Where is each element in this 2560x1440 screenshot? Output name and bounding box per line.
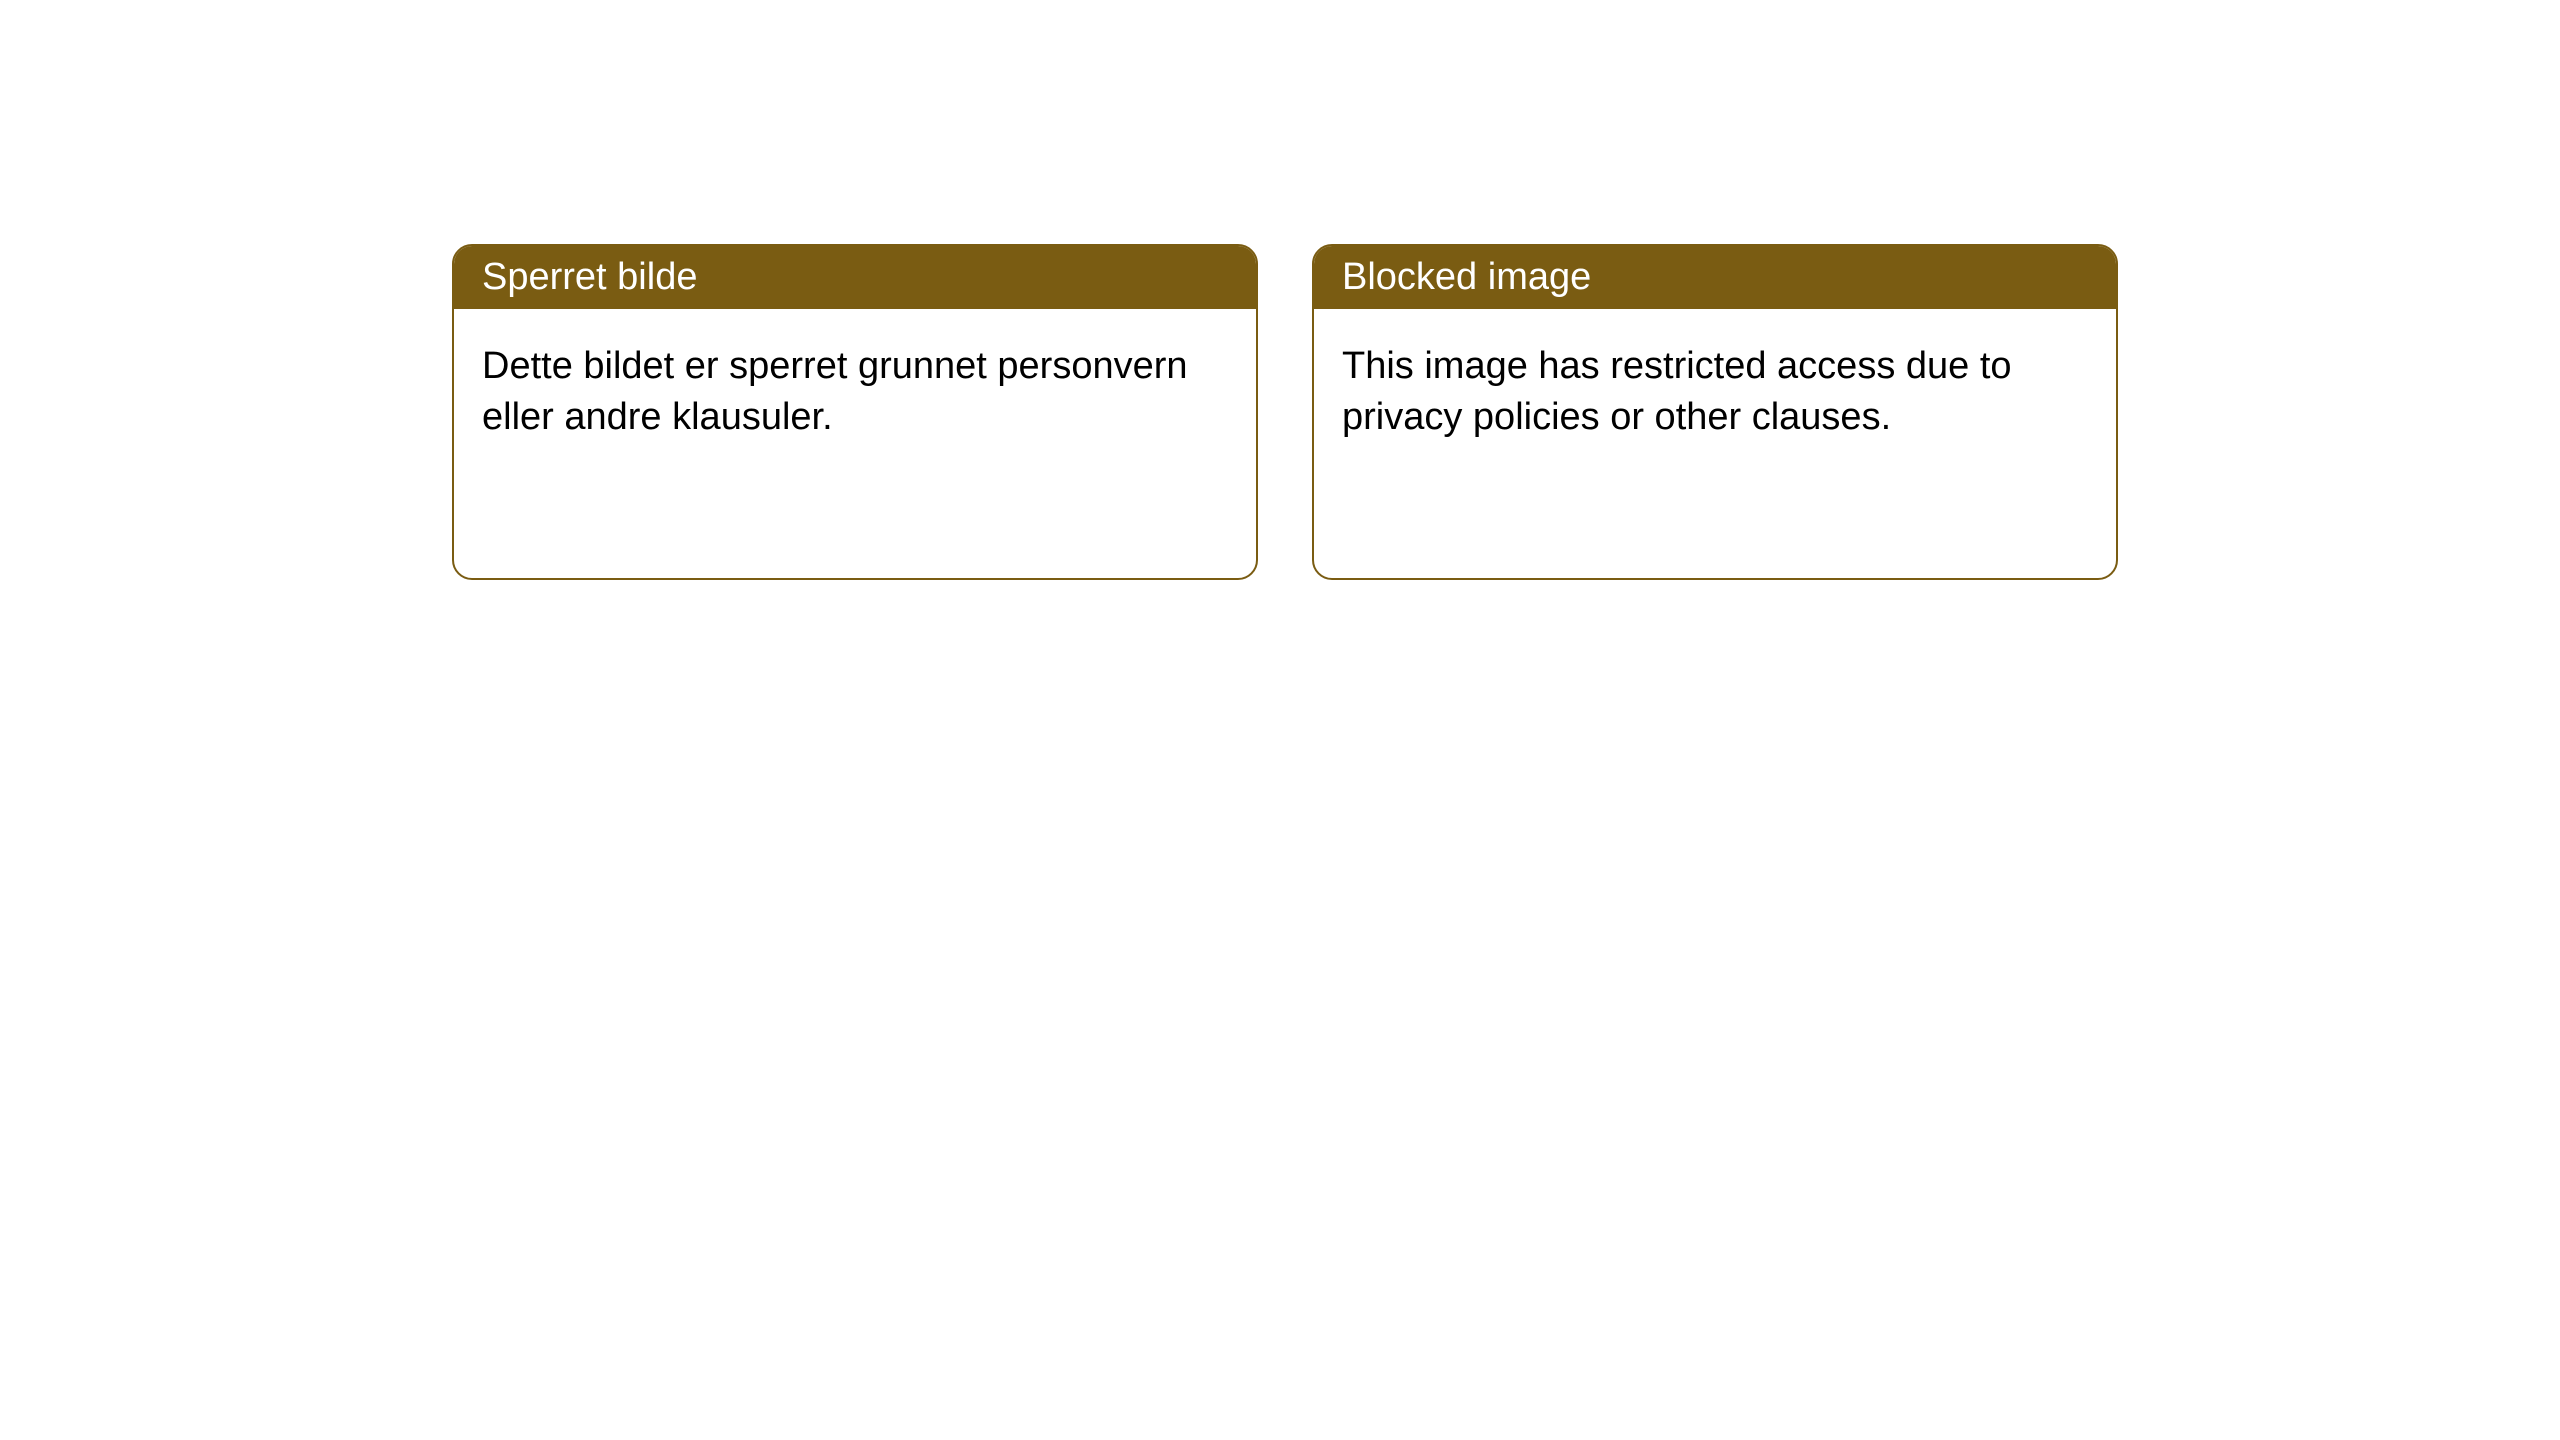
card-message: Dette bildet er sperret grunnet personve… xyxy=(482,345,1188,438)
card-header: Sperret bilde xyxy=(454,246,1256,309)
card-title: Sperret bilde xyxy=(482,256,697,298)
blocked-image-card-en: Blocked image This image has restricted … xyxy=(1312,244,2118,580)
blocked-image-card-no: Sperret bilde Dette bildet er sperret gr… xyxy=(452,244,1258,580)
card-body: Dette bildet er sperret grunnet personve… xyxy=(454,309,1256,476)
card-title: Blocked image xyxy=(1342,256,1591,298)
card-body: This image has restricted access due to … xyxy=(1314,309,2116,476)
card-message: This image has restricted access due to … xyxy=(1342,345,2012,438)
cards-container: Sperret bilde Dette bildet er sperret gr… xyxy=(0,0,2560,580)
card-header: Blocked image xyxy=(1314,246,2116,309)
